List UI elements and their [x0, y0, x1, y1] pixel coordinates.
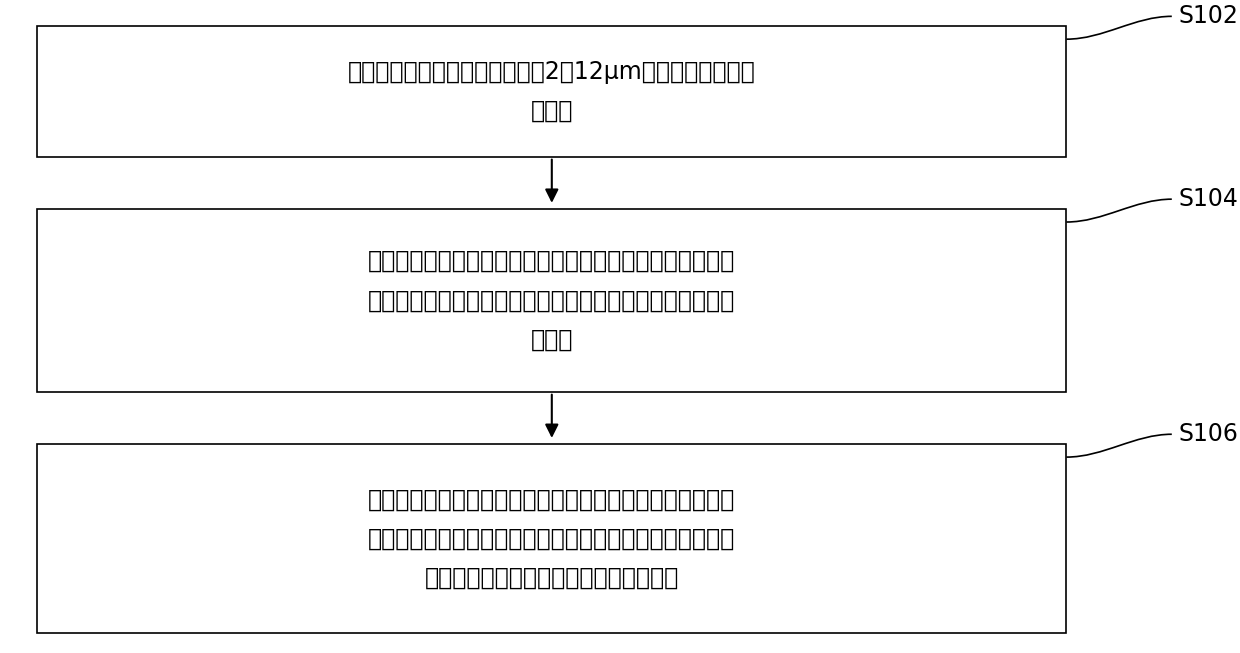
Text: 修正，并对修正后的交流电压信号进行处理得到与被测气体: 修正，并对修正后的交流电压信号进行处理得到与被测气体 — [368, 527, 735, 550]
Text: S102: S102 — [1178, 5, 1238, 28]
Bar — [37, 209, 1066, 392]
Text: 将被加热的辐射源发出的波长为2～12μm的红外光束进行频: 将被加热的辐射源发出的波长为2～12μm的红外光束进行频 — [348, 60, 755, 84]
Text: S106: S106 — [1178, 422, 1238, 446]
Text: 浓度变化相对应的浓度信号供显示或控制: 浓度变化相对应的浓度信号供显示或控制 — [424, 566, 680, 590]
Text: S104: S104 — [1178, 187, 1238, 211]
Bar — [37, 26, 1066, 157]
Bar — [37, 444, 1066, 633]
Text: 通过微流量检测器检测经频率调制后的红外光束经过分析气: 通过微流量检测器检测经频率调制后的红外光束经过分析气 — [368, 249, 735, 273]
Text: 根据环境温度的变化对测量结果的影响对交流电压信号进行: 根据环境温度的变化对测量结果的影响对交流电压信号进行 — [368, 488, 735, 511]
Text: 率调制: 率调制 — [531, 99, 573, 123]
Text: 压信号: 压信号 — [531, 328, 573, 351]
Text: 室中的被测气体后红外线的能量变化，并将其转换成交流电: 室中的被测气体后红外线的能量变化，并将其转换成交流电 — [368, 289, 735, 312]
